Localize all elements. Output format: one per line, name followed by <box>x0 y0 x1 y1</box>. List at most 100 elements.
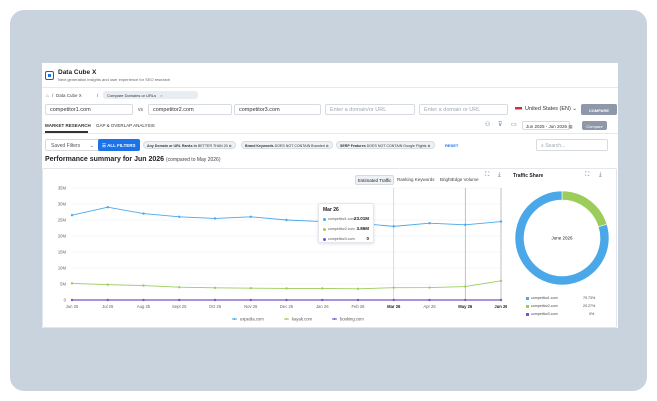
summary-compared: (compared to May 2026) <box>166 157 221 163</box>
filter-icon[interactable]: ⊽ <box>498 122 503 128</box>
donut-legend-item: competitor1.com <box>526 296 558 300</box>
filter-chip-field: Brand Keywords <box>245 143 274 148</box>
close-icon[interactable]: ⊗ <box>325 143 329 148</box>
search-icon: ⌕ <box>541 143 544 149</box>
data-point <box>321 298 324 302</box>
reset-filters-link[interactable]: RESET <box>445 143 459 148</box>
donut-center-label: June 2026 <box>551 236 573 241</box>
expand-icon[interactable]: ⛶ <box>485 172 490 178</box>
breadcrumb-item-data-cube[interactable]: Data Cube X <box>56 93 82 98</box>
data-point <box>249 286 252 290</box>
filter-chip-field: Any Domain or URL Ranks in <box>147 143 197 148</box>
search-placeholder: Search... <box>545 143 566 149</box>
close-icon[interactable]: × <box>160 93 163 98</box>
domain-input-5[interactable]: Enter a domain or URL <box>419 104 508 115</box>
data-point <box>392 286 395 289</box>
saved-filters-label: Saved Filters <box>51 143 81 149</box>
performance-card <box>42 168 617 328</box>
compare-toggle-button[interactable]: Compare <box>582 121 607 130</box>
tooltip-row-label: competitor3.com <box>328 237 355 241</box>
y-tick-label: 20M <box>58 234 67 239</box>
donut-legend-pct: 0% <box>589 312 595 316</box>
competitor3-input[interactable]: competitor3.com <box>234 104 321 115</box>
expand-icon[interactable]: ⛶ <box>585 172 590 178</box>
search-input[interactable]: ⌕ Search... <box>536 139 608 151</box>
tab-brightedge-volume[interactable]: BrightEdge Volume <box>440 176 479 182</box>
data-point <box>213 286 217 290</box>
data-point <box>178 298 181 302</box>
series-line <box>71 206 502 227</box>
data-point <box>321 287 324 290</box>
country-select[interactable]: United States (EN) ⌄ <box>525 106 577 112</box>
breadcrumb-current-label: Compare Domains or URLs <box>107 93 157 98</box>
data-point <box>106 283 109 286</box>
breadcrumb-current[interactable]: Compare Domains or URLs × <box>103 91 198 99</box>
domain-input-4[interactable]: Enter a domain/or URL <box>325 104 415 115</box>
tab-estimated-traffic[interactable]: Estimated Traffic <box>355 175 395 185</box>
data-point <box>499 279 503 282</box>
data-point <box>70 282 74 285</box>
data-point <box>499 220 503 223</box>
traffic-line-chart: 0 5M 10M 15M 20M 25M 30M 35M Jun 25 Jul 25 Aug 25… <box>58 186 507 322</box>
x-tick-label: Oct 25 <box>209 304 222 309</box>
tab-gap-overlap[interactable]: GAP & OVERLAP ANALYSIS <box>96 123 155 128</box>
data-point <box>142 298 145 302</box>
comment-icon[interactable]: ▭ <box>511 122 517 128</box>
competitor2-input[interactable]: competitor2.com <box>148 104 232 115</box>
chart-tooltip: Mar 26 competitor1.com 23.01M competitor… <box>318 203 374 243</box>
tab-ranking-keywords[interactable]: Ranking Keywords <box>397 176 435 182</box>
traffic-share-title: Traffic Share <box>513 173 544 179</box>
legend-swatch <box>526 304 529 308</box>
series-color-dot <box>323 217 326 221</box>
breadcrumb-separator: / <box>97 93 99 98</box>
data-point <box>464 223 467 226</box>
breadcrumb-separator: / <box>52 93 54 98</box>
x-tick-label: Feb 26 <box>351 304 365 309</box>
page-title: Performance summary for Jun 2026 (compar… <box>45 156 221 163</box>
filter-chip-value: DOES NOT CONTAIN Branded <box>274 143 325 148</box>
country-label: United States (EN) <box>525 106 571 112</box>
x-tick-label: Jun 26 <box>494 304 507 309</box>
close-icon[interactable]: ⊗ <box>427 143 431 148</box>
date-range-picker[interactable]: Jun 2025 - Jun 2026 ▦ <box>522 121 573 130</box>
tooltip-row-value: 23.01M <box>353 216 369 221</box>
filter-chip-field: SERP Features <box>340 143 366 148</box>
x-tick-label: May 26 <box>458 304 473 309</box>
data-point <box>392 225 395 228</box>
data-point <box>285 218 288 222</box>
x-tick-label: Nov 25 <box>244 304 258 309</box>
tabs-divider <box>42 133 618 134</box>
filter-chip-value: BETTER THAN 20 <box>197 143 228 148</box>
x-tick-label: Jul 25 <box>102 304 114 309</box>
competitor1-input[interactable]: competitor1.com <box>45 104 133 115</box>
filter-chip-value: DOES NOT CONTAIN Google Flights <box>366 143 427 148</box>
tooltip-row: competitor1.com <box>323 217 355 221</box>
y-tick-label: 25M <box>58 218 67 223</box>
data-point <box>499 298 503 302</box>
data-point <box>142 284 145 287</box>
compare-button[interactable]: COMPARE <box>581 104 617 115</box>
add-user-icon[interactable]: ⚇ <box>485 122 491 128</box>
data-point <box>249 215 252 218</box>
data-point <box>142 212 145 215</box>
series-group <box>70 206 503 302</box>
download-icon[interactable]: ⤓ <box>498 172 501 178</box>
y-tick-label: 35M <box>58 186 67 191</box>
home-icon[interactable]: ⌂ <box>46 93 49 98</box>
data-point <box>106 206 109 209</box>
download-icon[interactable]: ⤓ <box>599 172 602 178</box>
data-point <box>70 298 74 302</box>
filter-chip[interactable]: Any Domain or URL Ranks in BETTER THAN 2… <box>143 141 236 149</box>
filter-chip[interactable]: SERP Features DOES NOT CONTAIN Google Fl… <box>336 141 435 149</box>
tooltip-row: competitor2.com <box>323 227 355 231</box>
legend-label: kayak.com <box>292 317 313 322</box>
tab-market-research[interactable]: MARKET RESEARCH <box>45 123 91 128</box>
tooltip-row-label: competitor2.com <box>328 227 355 231</box>
all-filters-button[interactable]: ☰ ALL FILTERS <box>98 139 140 151</box>
data-point <box>70 214 74 217</box>
filter-chip[interactable]: Brand Keywords DOES NOT CONTAIN Branded … <box>241 141 333 149</box>
donut-slices <box>514 190 610 286</box>
y-tick-label: 5M <box>60 282 66 287</box>
close-icon[interactable]: ⊗ <box>228 143 232 148</box>
all-filters-label: ALL FILTERS <box>107 142 136 148</box>
